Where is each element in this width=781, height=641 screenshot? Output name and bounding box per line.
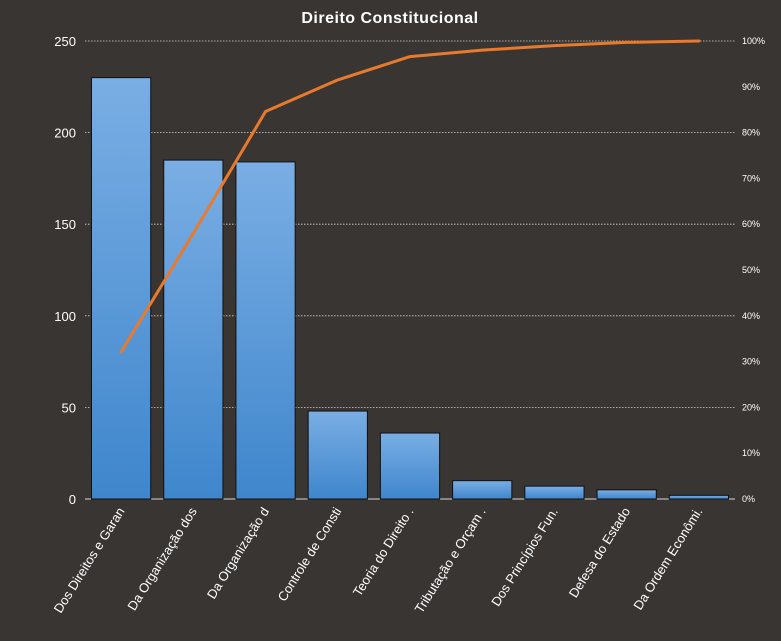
y-tick-label: 0 — [69, 492, 76, 507]
y2-tick-label: 100% — [742, 36, 765, 46]
line-point — [120, 351, 122, 353]
y2-tick-label: 90% — [742, 82, 760, 92]
bar — [235, 161, 296, 500]
bar — [379, 432, 441, 500]
x-tick-label: Da Organização dos — [124, 504, 200, 613]
y2-tick-label: 0% — [742, 494, 755, 504]
x-tick-label: Defesa do Estado — [566, 505, 633, 601]
line-point — [698, 40, 700, 42]
cumulative-line-series — [119, 39, 701, 354]
x-tick-label: Controle de Consti — [275, 505, 345, 604]
x-tick-label: Tributação e Orçam . — [412, 505, 489, 616]
x-tick-label: Dos Princípios Fun. — [488, 505, 561, 609]
x-tick-label: Teoria do Direito . — [350, 505, 417, 599]
line-point — [265, 111, 267, 113]
bar — [596, 489, 657, 500]
y2-tick-label: 10% — [742, 448, 760, 458]
line-point — [481, 49, 483, 51]
y2-tick-label: 70% — [742, 173, 760, 183]
y2-tick-label: 40% — [742, 311, 760, 321]
bar — [524, 485, 585, 500]
line-point — [553, 45, 555, 47]
x-tick-label: Dos Direitos e Garan — [51, 505, 128, 616]
x-tick-label: Da Organização d — [204, 505, 272, 602]
bar-series — [91, 77, 729, 500]
secondary-y-axis: 0% 10% 20% 30% 40% 50% 60% 70% 80% 90% 100% — [742, 36, 765, 504]
bar — [307, 410, 368, 500]
y-tick-label: 50 — [62, 400, 76, 415]
y2-tick-label: 50% — [742, 265, 760, 275]
primary-y-axis: 0 50 100 150 200 250 — [54, 34, 76, 507]
line-point — [409, 56, 411, 58]
bar — [91, 77, 152, 500]
line-point — [192, 232, 194, 234]
bar — [452, 480, 513, 500]
y2-tick-label: 30% — [742, 357, 760, 367]
x-tick-label: Da Ordem Econômi. — [630, 505, 705, 613]
y-tick-label: 200 — [54, 126, 76, 141]
bar — [163, 159, 224, 500]
line-point — [626, 41, 628, 43]
y-tick-label: 250 — [54, 34, 76, 49]
bar — [668, 494, 729, 500]
y2-tick-label: 20% — [742, 402, 760, 412]
chart-title: Direito Constitucional — [301, 10, 478, 27]
y2-tick-label: 80% — [742, 128, 760, 138]
y-tick-label: 150 — [54, 217, 76, 232]
y2-tick-label: 60% — [742, 219, 760, 229]
y-tick-label: 100 — [54, 309, 76, 324]
line-point — [337, 79, 339, 81]
